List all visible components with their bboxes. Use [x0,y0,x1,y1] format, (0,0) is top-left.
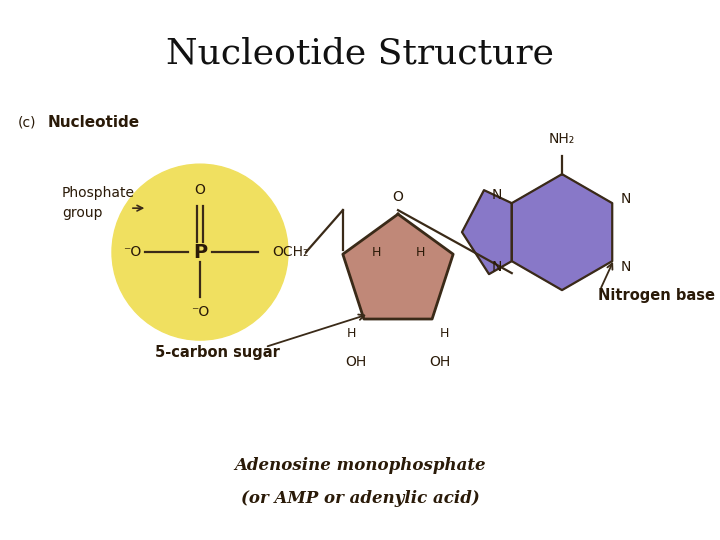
Text: NH₂: NH₂ [549,132,575,146]
Polygon shape [512,174,612,290]
Text: Adenosine monophosphate: Adenosine monophosphate [234,456,486,474]
Text: (c): (c) [18,115,37,129]
Text: 5-carbon sugar: 5-carbon sugar [155,345,280,360]
Polygon shape [343,214,453,319]
Text: N: N [491,188,502,202]
Text: P: P [193,242,207,262]
Text: OH: OH [429,355,451,369]
Text: N: N [620,260,631,274]
Text: Phosphate: Phosphate [62,186,135,200]
Text: ⁻O: ⁻O [191,305,209,319]
Circle shape [112,164,288,340]
Text: O: O [392,190,403,204]
Text: H: H [439,327,449,340]
Text: H: H [347,327,356,340]
Text: Nitrogen base: Nitrogen base [598,288,715,302]
Text: H: H [372,246,381,259]
Text: O: O [194,183,205,197]
Text: (or AMP or adenylic acid): (or AMP or adenylic acid) [240,490,480,507]
Text: Nucleotide: Nucleotide [48,115,140,130]
Text: N: N [620,192,631,206]
Text: N: N [491,260,502,274]
Text: ⁻O: ⁻O [123,245,141,259]
Polygon shape [462,190,512,274]
Text: H: H [415,246,425,259]
Text: group: group [62,206,102,220]
Text: OCH₂: OCH₂ [272,245,308,259]
Text: Nucleotide Structure: Nucleotide Structure [166,37,554,70]
Text: OH: OH [346,355,366,369]
